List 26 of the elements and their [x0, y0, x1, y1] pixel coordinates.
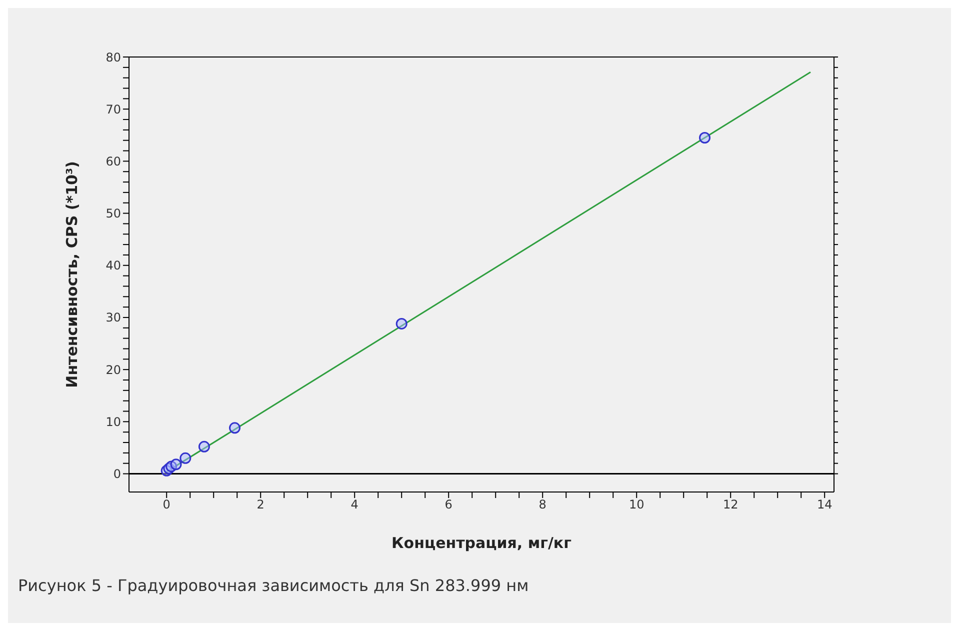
x-tick-label: 6 — [444, 498, 452, 512]
point — [170, 458, 182, 470]
point — [396, 318, 408, 330]
x-tick-label: 10 — [628, 498, 644, 512]
text: Рисунок 5 - Градуировочная зависимость для Sn 283.999 нм — [18, 576, 529, 595]
point — [180, 452, 192, 464]
x-tick-label: 4 — [350, 498, 358, 512]
point — [198, 440, 210, 452]
x-tick-label: 12 — [722, 498, 738, 512]
y-tick-label: 40 — [106, 258, 121, 273]
x-tick-label: 8 — [538, 498, 546, 512]
y-tick-label: 30 — [106, 310, 121, 325]
y-tick-label: 70 — [106, 102, 121, 116]
x-tick-label: 14 — [816, 498, 832, 512]
point — [229, 422, 240, 434]
y-tick-label: 0 — [113, 467, 121, 482]
point — [699, 132, 710, 144]
y-tick-label: 60 — [106, 154, 121, 168]
y-tick-label: 80 — [106, 50, 121, 64]
y-axis-title: Интенсивность, CPS (*10³) — [63, 161, 81, 388]
y-tick-label: 10 — [106, 414, 121, 429]
x-tick-label: 2 — [256, 498, 264, 512]
y-tick-label: 20 — [106, 362, 121, 377]
y-tick-label: 50 — [106, 206, 121, 221]
x-tick-label: 0 — [162, 498, 170, 512]
x-axis-title: Концентрация, мг/кг — [392, 534, 572, 552]
